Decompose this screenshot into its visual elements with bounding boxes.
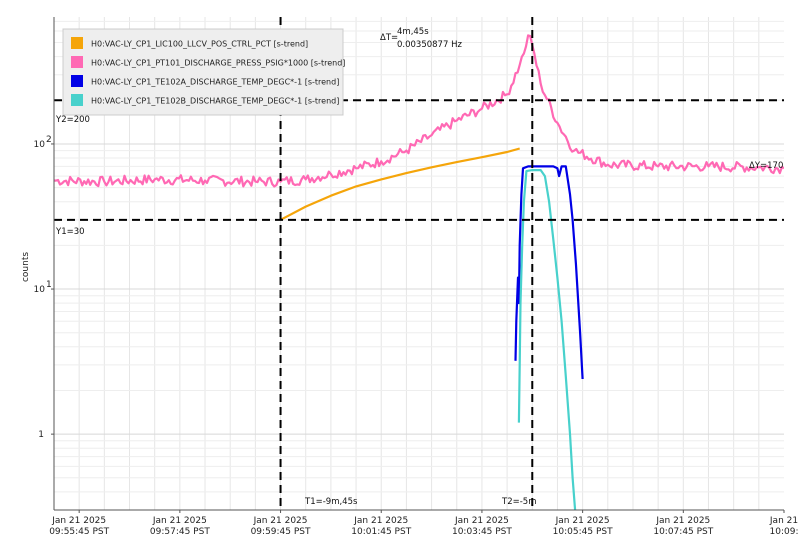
y-tick-label: 10 bbox=[34, 140, 46, 150]
cursor-y1-label: Y1=30 bbox=[55, 227, 85, 237]
legend-swatch bbox=[71, 94, 83, 106]
legend-label: H0:VAC-LY_CP1_PT101_DISCHARGE_PRESS_PSIG… bbox=[91, 59, 345, 68]
y-tick-exponent: 1 bbox=[46, 280, 52, 290]
x-tick-label-time: 10:07:45 PST bbox=[653, 527, 713, 537]
x-tick-label-date: Jan 21 2025 bbox=[253, 516, 308, 526]
x-tick-label-date: Jan 21 2025 bbox=[51, 516, 106, 526]
legend-item[interactable]: H0:VAC-LY_CP1_TE102A_DISCHARGE_TEMP_DEGC… bbox=[71, 75, 339, 87]
x-tick-label-time: 09:55:45 PST bbox=[49, 527, 109, 537]
legend-item[interactable]: H0:VAC-LY_CP1_TE102B_DISCHARGE_TEMP_DEGC… bbox=[71, 94, 339, 106]
legend-label: H0:VAC-LY_CP1_TE102A_DISCHARGE_TEMP_DEGC… bbox=[91, 78, 339, 87]
legend-swatch bbox=[71, 37, 83, 49]
delta-t-value: 4m,45s bbox=[397, 27, 429, 37]
delta-t-label: ΔT= bbox=[380, 33, 398, 43]
legend-box bbox=[62, 28, 344, 116]
x-tick-label-date: Jan 21 2025 bbox=[152, 516, 207, 526]
x-tick-label-date: Jan 21 2025 bbox=[454, 516, 509, 526]
series-te102b-temp-line bbox=[517, 169, 577, 510]
cursor-y2-label: Y2=200 bbox=[55, 115, 90, 125]
x-tick-label-time: 09:57:45 PST bbox=[150, 527, 210, 537]
series-layer bbox=[54, 34, 784, 510]
y-tick-label: 10 bbox=[34, 285, 46, 295]
x-tick-label-time: 10:01:45 PST bbox=[351, 527, 411, 537]
legend-label: H0:VAC-LY_CP1_TE102B_DISCHARGE_TEMP_DEGC… bbox=[91, 97, 339, 106]
x-tick-label-date: Jan 21 2025 bbox=[655, 516, 710, 526]
y-tick-exponent: 2 bbox=[46, 135, 52, 145]
x-tick-label-time: 10:03:45 PST bbox=[452, 527, 512, 537]
x-tick-label-date: Jan 21 bbox=[769, 516, 798, 526]
delta-t-frequency: 0.00350877 Hz bbox=[397, 40, 462, 50]
x-tick-label-date: Jan 21 2025 bbox=[555, 516, 610, 526]
legend[interactable]: H0:VAC-LY_CP1_LIC100_LLCV_POS_CTRL_PCT [… bbox=[62, 28, 345, 116]
series-llcv-pos-line bbox=[280, 147, 520, 221]
delta-y-label: ΔY=170 bbox=[749, 161, 783, 171]
x-tick-label-time: 10:09: bbox=[770, 527, 799, 537]
y-axis-label: counts bbox=[21, 252, 31, 282]
series-te102a-temp-line bbox=[514, 165, 584, 380]
x-tick-label-time: 09:59:45 PST bbox=[251, 527, 311, 537]
legend-item[interactable]: H0:VAC-LY_CP1_LIC100_LLCV_POS_CTRL_PCT [… bbox=[71, 37, 308, 49]
legend-label: H0:VAC-LY_CP1_LIC100_LLCV_POS_CTRL_PCT [… bbox=[91, 40, 308, 49]
cursor-t2-label: T2=-5m bbox=[501, 497, 536, 507]
legend-swatch bbox=[71, 56, 83, 68]
series-discharge-press-line bbox=[54, 34, 784, 188]
x-tick-label-time: 10:05:45 PST bbox=[553, 527, 613, 537]
cursor-t1-label: T1=-9m,45s bbox=[304, 497, 358, 507]
y-tick-label: 1 bbox=[38, 430, 44, 440]
legend-swatch bbox=[71, 75, 83, 87]
legend-item[interactable]: H0:VAC-LY_CP1_PT101_DISCHARGE_PRESS_PSIG… bbox=[71, 56, 345, 68]
x-tick-label-date: Jan 21 2025 bbox=[353, 516, 408, 526]
